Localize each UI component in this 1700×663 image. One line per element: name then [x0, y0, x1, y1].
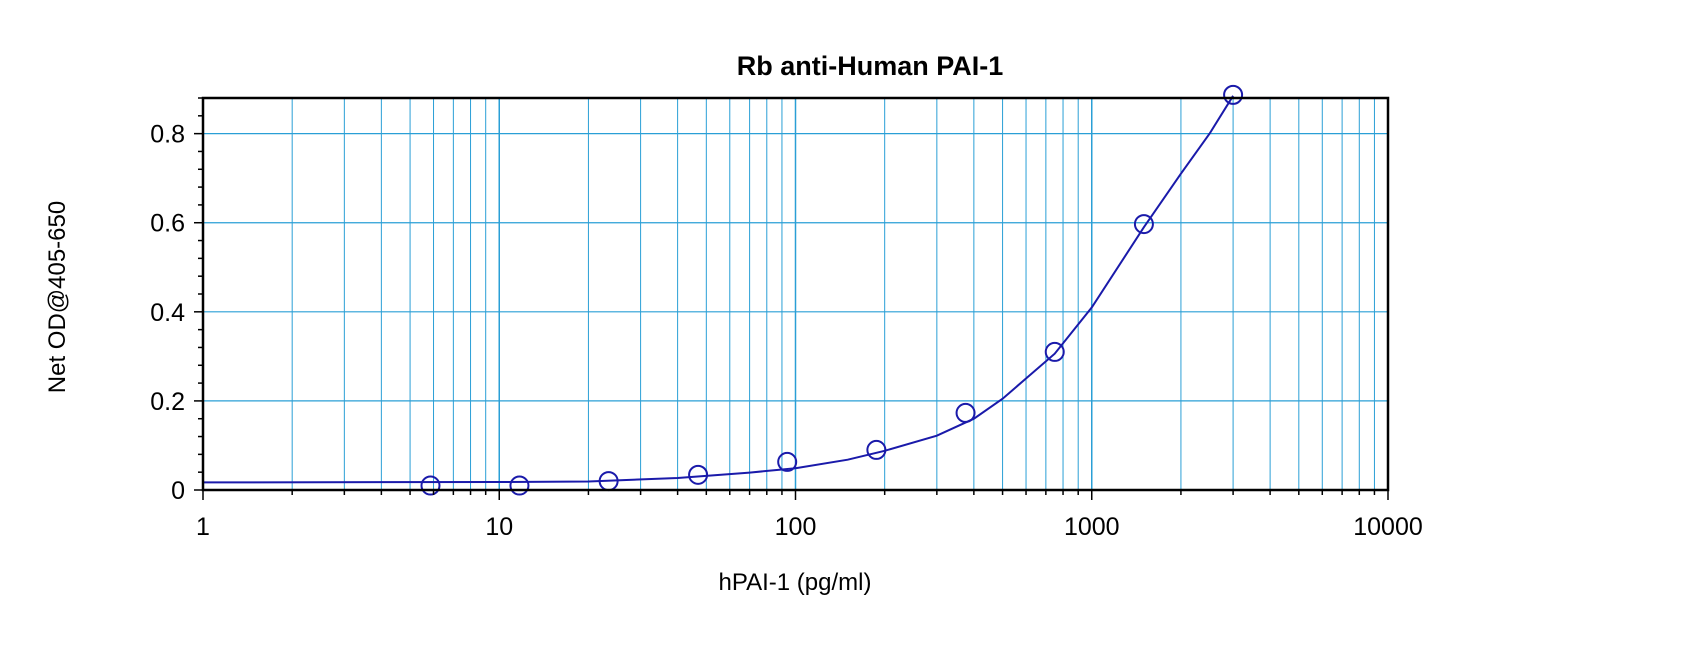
- y-axis-label: Net OD@405-650: [44, 201, 71, 393]
- data-point: [1223, 84, 1244, 105]
- data-point: [955, 402, 976, 423]
- x-tick-label: 100: [775, 513, 817, 541]
- data-point: [509, 475, 530, 496]
- y-tick-label: 0.2: [150, 388, 185, 416]
- data-point: [777, 451, 798, 472]
- data-points: [420, 84, 1244, 496]
- data-point: [420, 475, 441, 496]
- data-point: [1133, 214, 1154, 235]
- y-tick-label: 0.4: [150, 299, 185, 327]
- x-tick-label: 1000: [1064, 513, 1120, 541]
- x-tick-label: 1: [196, 513, 210, 541]
- chart-title: Rb anti-Human PAI-1: [737, 51, 1004, 81]
- x-tick-labels: 1 10 100 1000 10000: [196, 513, 1423, 541]
- data-point: [1044, 341, 1065, 362]
- y-tick-label: 0.6: [150, 210, 185, 238]
- y-tick-labels: 0 0.2 0.4 0.6 0.8: [150, 121, 185, 505]
- fit-curve-line: [202, 95, 1234, 484]
- grid: [203, 98, 1388, 490]
- x-tick-label: 10: [485, 513, 513, 541]
- x-axis-label: hPAI-1 (pg/ml): [719, 569, 872, 596]
- x-tick-label: 10000: [1353, 513, 1423, 541]
- fit-curve-layer: [202, 95, 1234, 484]
- y-tick-label: 0: [171, 477, 185, 505]
- axis-ticks: [194, 97, 1389, 500]
- data-point: [688, 464, 709, 485]
- data-point: [866, 439, 887, 460]
- y-tick-label: 0.8: [150, 121, 185, 149]
